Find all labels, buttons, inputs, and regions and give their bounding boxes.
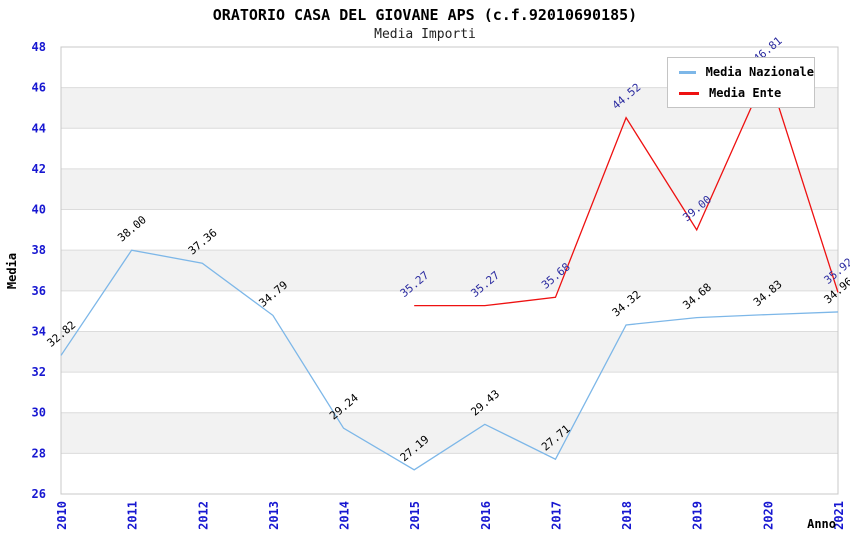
plot-band <box>61 250 838 291</box>
x-tick-label: 2014 <box>338 501 352 530</box>
plot-band <box>61 331 838 373</box>
y-tick-label: 28 <box>32 446 46 460</box>
plot-band <box>61 209 838 251</box>
legend-item-media-ente: Media Ente <box>679 86 814 100</box>
x-tick-label: 2018 <box>620 501 634 530</box>
y-axis-title: Media <box>5 253 19 289</box>
plot-band <box>61 290 838 332</box>
chart-subtitle: Media Importi <box>374 27 476 42</box>
x-tick-label: 2016 <box>479 501 493 530</box>
x-tick-label: 2010 <box>55 501 69 530</box>
y-tick-label: 34 <box>32 324 46 338</box>
y-tick-label: 36 <box>32 284 46 298</box>
chart-title: ORATORIO CASA DEL GIOVANE APS (c.f.92010… <box>212 6 638 24</box>
x-tick-label: 2012 <box>196 501 210 530</box>
series-line-media-nazionale <box>60 249 839 471</box>
plot-border <box>60 46 839 495</box>
media-nazionale-line-swatch <box>679 70 696 74</box>
x-tick-label: 2021 <box>832 501 846 530</box>
x-tick-label: 2011 <box>126 501 140 530</box>
legend: Media Nazionale Media Ente <box>667 57 815 108</box>
y-tick-label: 48 <box>32 40 46 54</box>
y-tick-label: 32 <box>32 365 46 379</box>
x-tick-label: 2013 <box>267 501 281 530</box>
y-tick-label: 44 <box>32 121 46 135</box>
y-tick-label: 40 <box>32 203 46 217</box>
legend-label-media-nazionale: Media Nazionale <box>705 65 814 79</box>
y-tick-label: 30 <box>32 406 46 420</box>
y-tick-label: 26 <box>32 487 46 501</box>
media-ente-line-swatch <box>679 91 699 95</box>
plot-band <box>61 372 838 413</box>
legend-label-media-ente: Media Ente <box>709 86 782 100</box>
y-tick-label: 46 <box>32 81 46 95</box>
x-tick-label: 2017 <box>549 501 563 530</box>
x-tick-label: 2020 <box>761 501 775 530</box>
legend-item-media-nazionale: Media Nazionale <box>679 65 814 79</box>
x-axis-title: Anno <box>807 517 836 531</box>
plot-band <box>61 128 838 169</box>
x-tick-label: 2019 <box>691 501 705 530</box>
y-tick-label: 38 <box>32 243 46 257</box>
y-tick-label: 42 <box>32 162 46 176</box>
x-tick-label: 2015 <box>408 501 422 530</box>
plot-band <box>61 453 838 494</box>
